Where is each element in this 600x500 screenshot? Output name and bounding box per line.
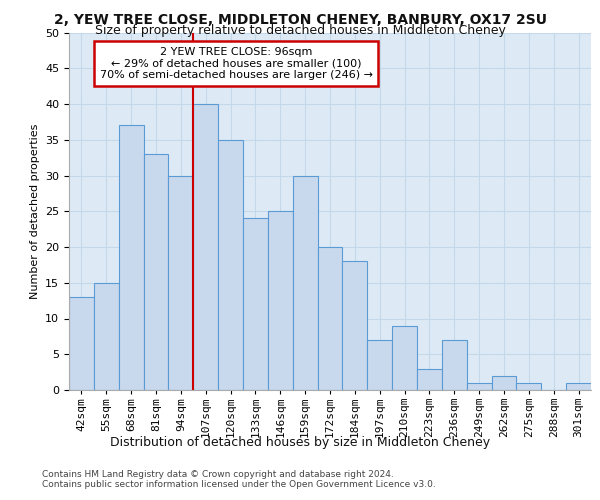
Bar: [517, 383, 541, 390]
Bar: [293, 176, 317, 390]
Bar: [119, 126, 143, 390]
Bar: [367, 340, 392, 390]
Bar: [69, 297, 94, 390]
Text: Size of property relative to detached houses in Middleton Cheney: Size of property relative to detached ho…: [95, 24, 505, 37]
Bar: [169, 176, 193, 390]
Bar: [491, 376, 517, 390]
Bar: [243, 218, 268, 390]
Text: Contains HM Land Registry data © Crown copyright and database right 2024.
Contai: Contains HM Land Registry data © Crown c…: [42, 470, 436, 489]
Y-axis label: Number of detached properties: Number of detached properties: [29, 124, 40, 299]
Bar: [317, 247, 343, 390]
Bar: [94, 283, 119, 390]
Bar: [392, 326, 417, 390]
Bar: [218, 140, 243, 390]
Bar: [143, 154, 169, 390]
Bar: [467, 383, 491, 390]
Bar: [566, 383, 591, 390]
Bar: [417, 368, 442, 390]
Text: Distribution of detached houses by size in Middleton Cheney: Distribution of detached houses by size …: [110, 436, 490, 449]
Bar: [268, 211, 293, 390]
Bar: [343, 262, 367, 390]
Text: 2, YEW TREE CLOSE, MIDDLETON CHENEY, BANBURY, OX17 2SU: 2, YEW TREE CLOSE, MIDDLETON CHENEY, BAN…: [53, 12, 547, 26]
Bar: [442, 340, 467, 390]
Bar: [193, 104, 218, 390]
Text: 2 YEW TREE CLOSE: 96sqm
← 29% of detached houses are smaller (100)
70% of semi-d: 2 YEW TREE CLOSE: 96sqm ← 29% of detache…: [100, 47, 373, 80]
